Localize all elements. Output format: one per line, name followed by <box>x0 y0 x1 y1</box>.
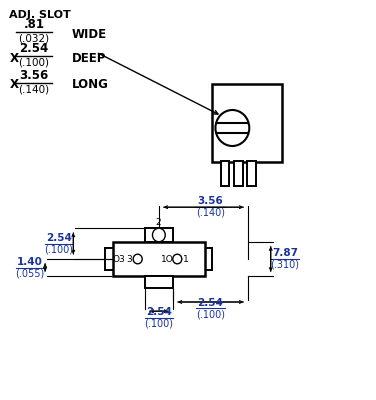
Text: 3.56: 3.56 <box>197 196 223 206</box>
Text: X: X <box>9 52 18 64</box>
Bar <box>113 242 205 276</box>
Text: X: X <box>9 78 18 91</box>
Circle shape <box>133 254 142 264</box>
Bar <box>145 228 173 242</box>
Text: (.032): (.032) <box>18 33 49 43</box>
Text: (.055): (.055) <box>15 268 45 278</box>
Bar <box>234 161 243 186</box>
Text: (.100): (.100) <box>44 244 74 254</box>
Text: (.100): (.100) <box>18 57 49 67</box>
Text: (.140): (.140) <box>18 84 49 94</box>
Text: ADJ. SLOT: ADJ. SLOT <box>9 10 71 20</box>
Text: (.140): (.140) <box>196 208 225 218</box>
Text: 3: 3 <box>126 254 132 264</box>
Bar <box>212 84 282 162</box>
Text: 3.56: 3.56 <box>19 68 49 82</box>
Text: WIDE: WIDE <box>71 28 106 40</box>
Text: 2.54: 2.54 <box>46 233 72 243</box>
Text: 7.87: 7.87 <box>272 248 298 258</box>
Text: .81: .81 <box>23 18 44 31</box>
Text: 1.40: 1.40 <box>17 257 43 267</box>
Text: 2.54: 2.54 <box>198 298 223 308</box>
Text: 1O: 1O <box>161 254 173 264</box>
Text: (.100): (.100) <box>196 309 225 319</box>
Circle shape <box>153 228 165 242</box>
Bar <box>247 161 256 186</box>
Text: O3: O3 <box>113 254 126 264</box>
Circle shape <box>215 110 249 146</box>
Bar <box>145 276 173 288</box>
Text: 1: 1 <box>183 254 189 264</box>
Circle shape <box>173 254 182 264</box>
Text: 2.54: 2.54 <box>146 307 172 317</box>
Text: DEEP: DEEP <box>71 52 106 64</box>
Text: (.310): (.310) <box>270 260 300 270</box>
Text: (.100): (.100) <box>144 318 173 328</box>
Text: 2.54: 2.54 <box>19 42 49 55</box>
Text: 2: 2 <box>156 218 161 226</box>
Bar <box>221 161 229 186</box>
Text: LONG: LONG <box>71 78 108 91</box>
